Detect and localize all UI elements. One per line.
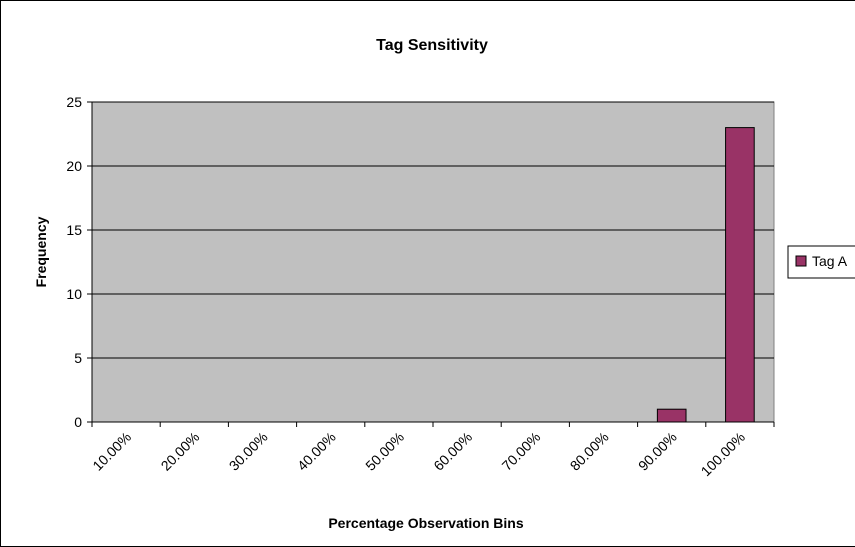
gridlines [92, 101, 774, 359]
x-tick-label: 80.00% [567, 429, 612, 474]
bar [656, 408, 687, 423]
legend: Tag A [787, 245, 855, 279]
y-tick-label: 0 [74, 414, 82, 430]
x-axis: 10.00% 20.00% 30.00% 40.00% 50.00% 60.00% 70.0… [89, 421, 775, 479]
plot-area [91, 101, 775, 423]
legend-label-tag-a: Tag A [812, 253, 848, 269]
x-tick-label: 90.00% [635, 429, 680, 474]
y-axis: 0 5 10 15 20 25 [66, 94, 93, 430]
y-tick-label: 15 [66, 222, 82, 238]
x-tick-label: 70.00% [499, 429, 544, 474]
y-tick-label: 5 [74, 350, 82, 366]
x-tick-label: 20.00% [158, 429, 203, 474]
y-tick-label: 20 [66, 158, 82, 174]
y-tick-label: 10 [66, 286, 82, 302]
x-tick-label: 40.00% [294, 429, 339, 474]
y-axis-title: Frequency [33, 216, 49, 287]
bars [656, 127, 755, 423]
bar [725, 127, 755, 423]
y-tick-label: 25 [66, 94, 82, 110]
x-tick-label: 60.00% [430, 429, 475, 474]
x-tick-label: 10.00% [89, 429, 134, 474]
x-tick-label: 50.00% [362, 429, 407, 474]
chart-title: Tag Sensitivity [376, 37, 488, 54]
x-tick-label: 100.00% [698, 429, 748, 479]
x-axis-title: Percentage Observation Bins [328, 515, 524, 531]
x-tick-label: 30.00% [226, 429, 271, 474]
legend-swatch-tag-a [795, 255, 807, 267]
